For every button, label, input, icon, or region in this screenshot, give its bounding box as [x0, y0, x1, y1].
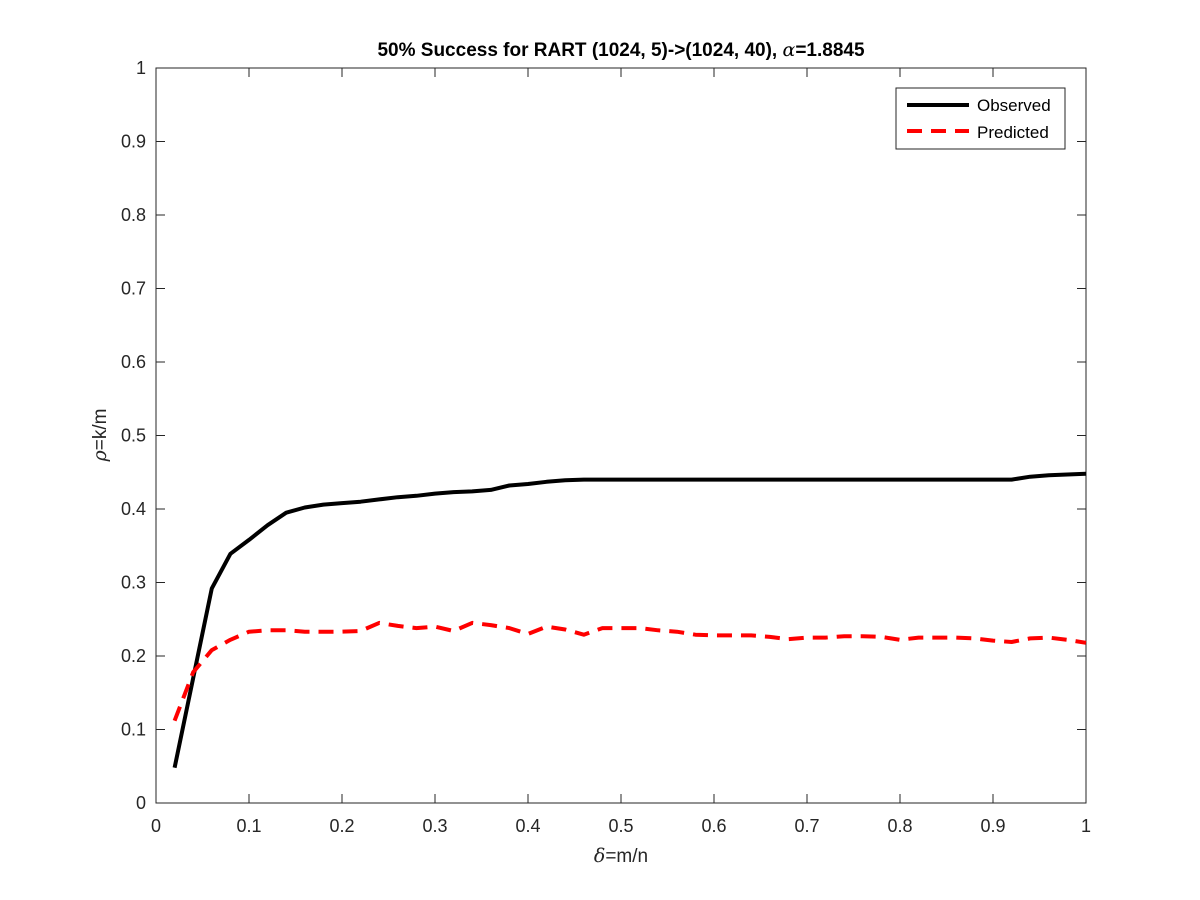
legend-box: [895, 87, 1066, 150]
y-tick-label: 0.1: [121, 720, 146, 740]
y-tick-label: 0.9: [121, 132, 146, 152]
x-tick-label: 0.3: [422, 816, 447, 836]
y-tick-label: 0.8: [121, 205, 146, 225]
y-axis-label: ρ=k/m: [89, 409, 111, 463]
plot-area: [155, 67, 1087, 804]
y-tick-label: 0.2: [121, 646, 146, 666]
x-tick-label: 0.8: [887, 816, 912, 836]
y-tick-label: 1: [136, 58, 146, 78]
chart-title-text: 50% Success for RART (1024, 5)->(1024, 4…: [377, 40, 782, 61]
y-axis-label-text: =k/m: [90, 409, 111, 451]
chart-title-symbol: α: [782, 39, 795, 61]
series-line-predicted: [172, 620, 1087, 722]
x-tick-labels: 0 0.1 0.2 0.3 0.4 0.5 0.6 0.7 0.8 0.9 1: [151, 816, 1091, 836]
x-tick-label: 1: [1081, 816, 1091, 836]
x-tick-label: 0.6: [701, 816, 726, 836]
y-tick-label: 0: [136, 793, 146, 813]
legend-label-predicted: Predicted: [977, 123, 1049, 142]
tick-marks: [155, 67, 1087, 804]
y-tick-labels: 0 0.1 0.2 0.3 0.4 0.5 0.6 0.7 0.8 0.9 1: [121, 58, 146, 813]
x-tick-label: 0.4: [515, 816, 540, 836]
legend-label-observed: Observed: [977, 96, 1051, 115]
series-lines: [172, 471, 1087, 769]
x-tick-label: 0.9: [980, 816, 1005, 836]
y-axis-label-symbol: ρ: [89, 449, 111, 462]
x-tick-label: 0.5: [608, 816, 633, 836]
x-axis-label-symbol: δ: [594, 845, 605, 867]
x-tick-label: 0.1: [236, 816, 261, 836]
legend: Observed Predicted: [895, 87, 1066, 150]
x-axis-label: δ=m/n: [594, 845, 648, 867]
y-tick-label: 0.5: [121, 426, 146, 446]
chart-title-value: =1.8845: [795, 40, 865, 61]
y-tick-label: 0.6: [121, 352, 146, 372]
y-tick-label: 0.7: [121, 279, 146, 299]
x-tick-label: 0.7: [794, 816, 819, 836]
x-axis-label-text: =m/n: [605, 846, 648, 867]
series-line-observed: [172, 471, 1087, 769]
y-tick-label: 0.4: [121, 499, 146, 519]
x-tick-label: 0.2: [329, 816, 354, 836]
x-tick-label: 0: [151, 816, 161, 836]
y-tick-label: 0.3: [121, 573, 146, 593]
chart-title: 50% Success for RART (1024, 5)->(1024, 4…: [377, 39, 864, 61]
